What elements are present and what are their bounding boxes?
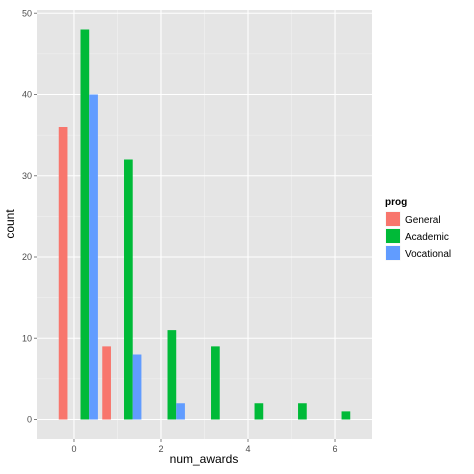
x-tick-label: 2 [158, 444, 163, 454]
y-tick-label: 0 [27, 415, 32, 425]
legend-swatch-vocational [386, 246, 400, 260]
y-tick-label: 50 [22, 8, 32, 18]
bar-academic-4 [254, 403, 264, 420]
bar-academic-6 [341, 411, 351, 420]
bar-general-1 [102, 346, 111, 420]
legend: prog General Academic Vocational [384, 197, 451, 262]
x-tick-label: 6 [333, 444, 338, 454]
bar-vocational-0 [89, 94, 98, 420]
y-tick-label: 20 [22, 252, 32, 262]
legend-label-general: General [405, 215, 441, 226]
bar-general-0 [58, 127, 68, 420]
x-tick-label: 4 [245, 444, 250, 454]
y-tick-label: 10 [22, 333, 32, 343]
bar-vocational-2 [176, 403, 185, 420]
x-tick-label: 0 [71, 444, 76, 454]
bar-academic-3 [211, 346, 220, 420]
y-tick-label: 30 [22, 171, 32, 181]
bar-academic-2 [167, 330, 177, 420]
legend-title: prog [385, 197, 407, 208]
legend-swatch-academic [386, 229, 400, 243]
legend-label-vocational: Vocational [405, 249, 451, 260]
legend-swatch-general [386, 212, 400, 226]
bar-academic-5 [298, 403, 307, 420]
bar-academic-1 [124, 159, 133, 420]
bar-vocational-1 [132, 354, 142, 420]
bar-academic-0 [80, 29, 90, 420]
legend-label-academic: Academic [405, 232, 449, 243]
y-axis-title: count [3, 209, 17, 239]
y-tick-label: 40 [22, 90, 32, 100]
x-axis-title: num_awards [170, 452, 239, 466]
